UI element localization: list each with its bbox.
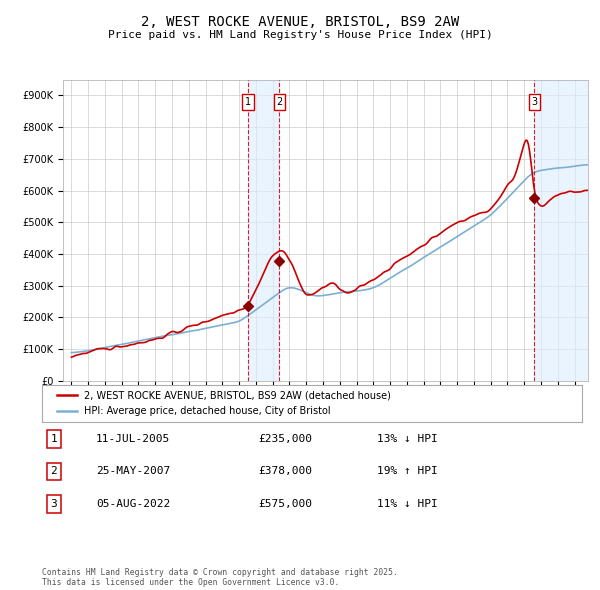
- Legend: 2, WEST ROCKE AVENUE, BRISTOL, BS9 2AW (detached house), HPI: Average price, det: 2, WEST ROCKE AVENUE, BRISTOL, BS9 2AW (…: [52, 386, 396, 421]
- Text: 2, WEST ROCKE AVENUE, BRISTOL, BS9 2AW: 2, WEST ROCKE AVENUE, BRISTOL, BS9 2AW: [141, 15, 459, 29]
- Text: Contains HM Land Registry data © Crown copyright and database right 2025.
This d: Contains HM Land Registry data © Crown c…: [42, 568, 398, 587]
- Text: 11-JUL-2005: 11-JUL-2005: [96, 434, 170, 444]
- Text: £378,000: £378,000: [258, 467, 312, 476]
- Text: 25-MAY-2007: 25-MAY-2007: [96, 467, 170, 476]
- Text: 1: 1: [245, 97, 251, 107]
- Text: 13% ↓ HPI: 13% ↓ HPI: [377, 434, 437, 444]
- Text: 2: 2: [276, 97, 283, 107]
- Text: £235,000: £235,000: [258, 434, 312, 444]
- Text: £575,000: £575,000: [258, 499, 312, 509]
- Bar: [535, 80, 588, 381]
- Text: 2: 2: [50, 467, 57, 476]
- Text: 05-AUG-2022: 05-AUG-2022: [96, 499, 170, 509]
- Text: Price paid vs. HM Land Registry's House Price Index (HPI): Price paid vs. HM Land Registry's House …: [107, 30, 493, 40]
- Text: 1: 1: [50, 434, 57, 444]
- Text: 3: 3: [531, 97, 538, 107]
- Bar: [248, 80, 280, 381]
- Text: 11% ↓ HPI: 11% ↓ HPI: [377, 499, 437, 509]
- Text: 19% ↑ HPI: 19% ↑ HPI: [377, 467, 437, 476]
- Text: 3: 3: [50, 499, 57, 509]
